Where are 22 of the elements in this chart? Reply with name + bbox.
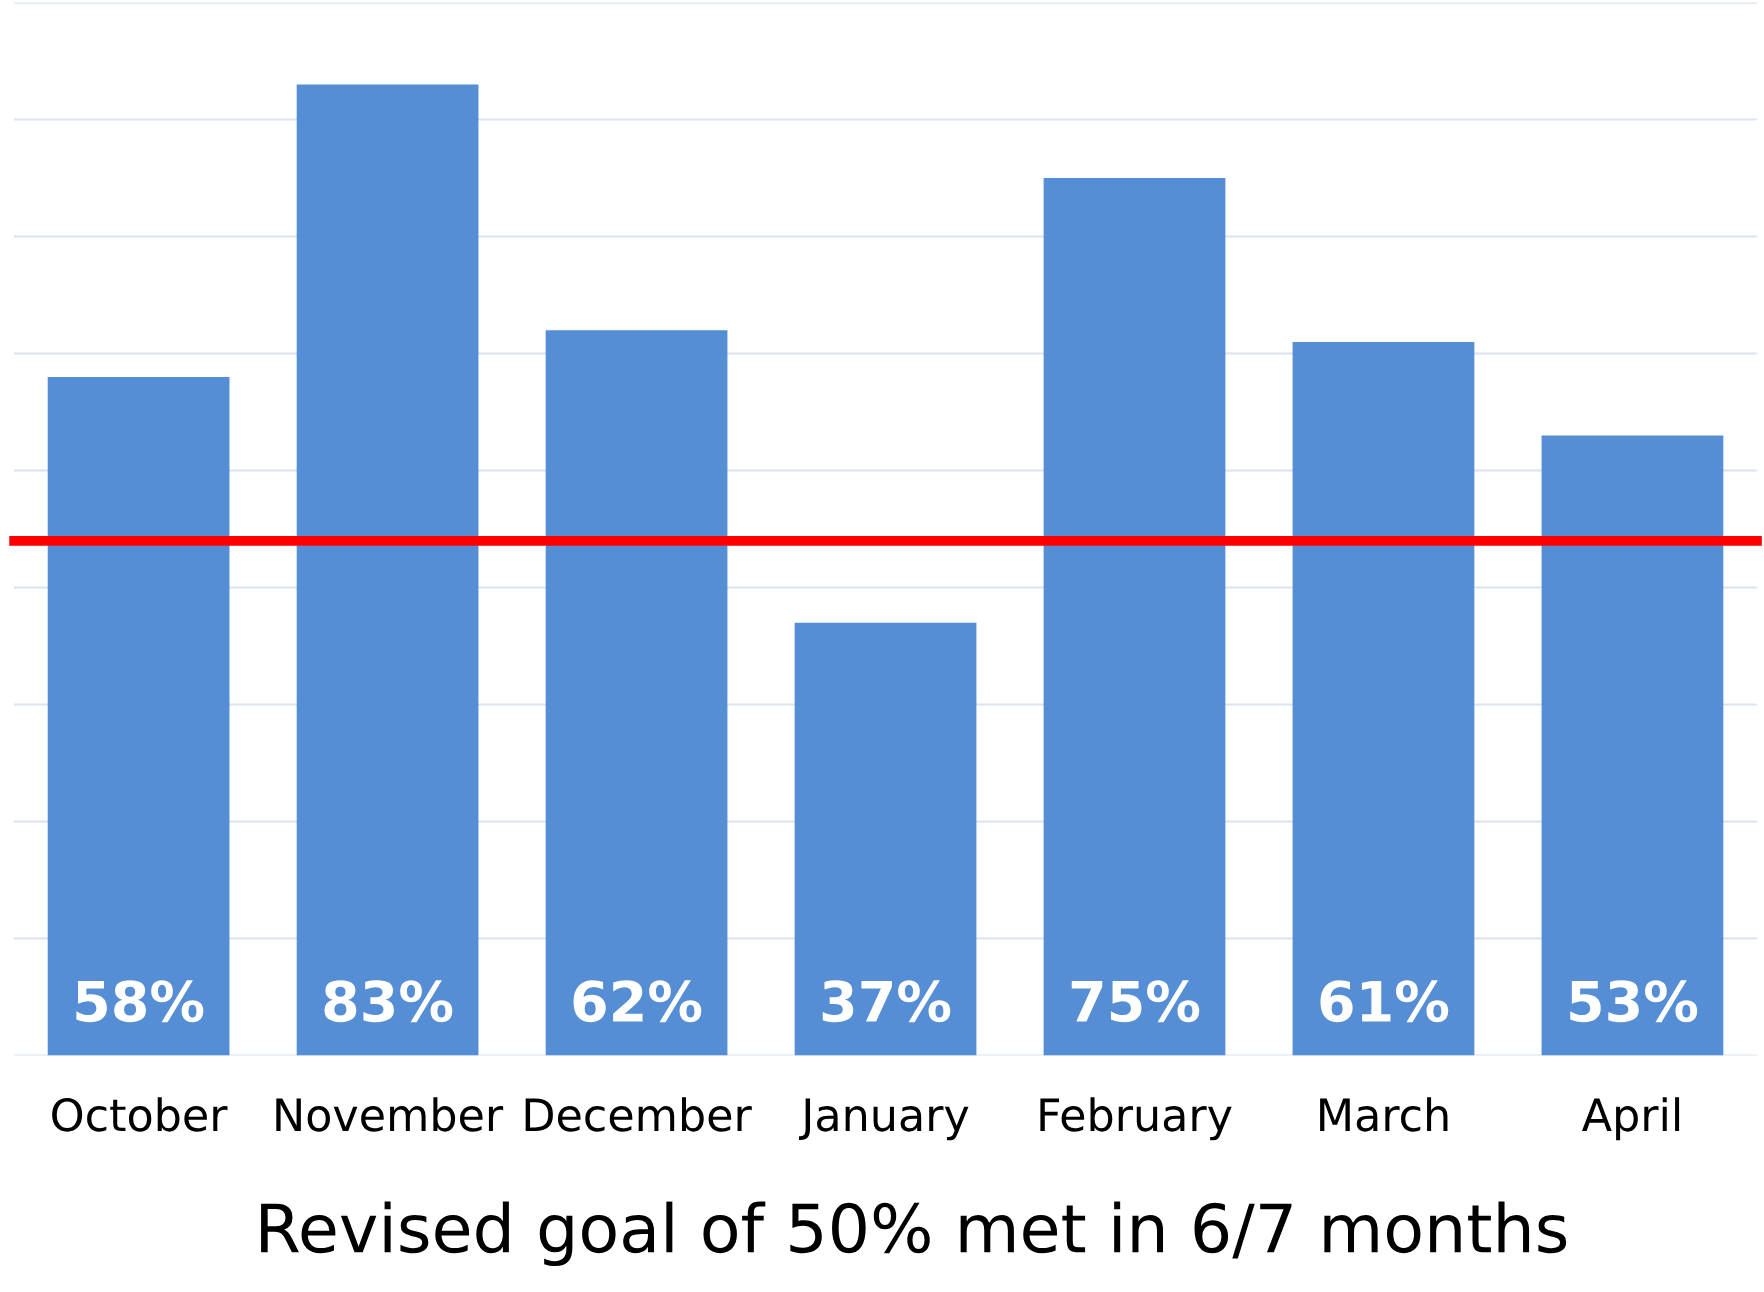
data-label: 61% [1320, 980, 1449, 1023]
data-label: 53% [1570, 980, 1698, 1023]
text: Revised goal of 50% met in 6/7 months [261, 1201, 1567, 1267]
bar [794, 622, 977, 1056]
bar [545, 330, 728, 1056]
data-label: 37% [822, 980, 951, 1023]
x-tick-label: April [1582, 1097, 1680, 1141]
x-tick-label: October [52, 1097, 228, 1132]
bar [1541, 435, 1724, 1056]
x-tick-label: December [525, 1097, 752, 1132]
data-label: 62% [573, 980, 702, 1023]
bar [1043, 178, 1226, 1056]
x-tick-label: February [1040, 1097, 1232, 1141]
data-label: 58% [76, 980, 204, 1023]
bar [1292, 341, 1475, 1056]
x-tick-label: November [276, 1097, 504, 1132]
data-label: 75% [1071, 980, 1200, 1023]
bar [47, 376, 230, 1056]
bar [296, 84, 479, 1056]
x-tick-label: January [798, 1098, 969, 1141]
data-label: 83% [324, 980, 453, 1023]
x-tick-label: March [1320, 1097, 1448, 1132]
